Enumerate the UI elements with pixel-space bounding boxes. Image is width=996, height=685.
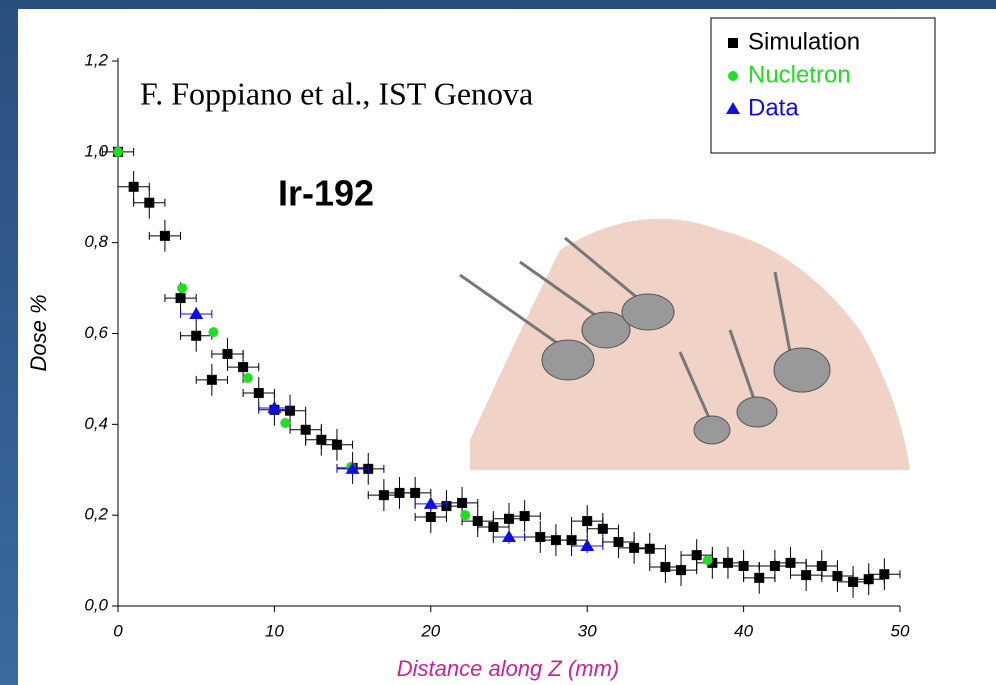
point bbox=[832, 571, 843, 582]
point bbox=[863, 574, 874, 585]
point bbox=[702, 555, 713, 566]
point bbox=[488, 521, 499, 532]
point bbox=[879, 569, 890, 580]
point bbox=[208, 327, 219, 338]
point bbox=[144, 197, 155, 208]
y-tick-label: 0,4 bbox=[84, 414, 108, 433]
y-tick-label: 0,6 bbox=[84, 323, 108, 342]
x-tick-label: 50 bbox=[891, 621, 910, 640]
legend-marker bbox=[728, 71, 738, 81]
point bbox=[267, 400, 282, 413]
point bbox=[580, 539, 595, 552]
point bbox=[457, 497, 468, 508]
y-tick-label: 1,2 bbox=[84, 50, 108, 69]
point bbox=[738, 561, 749, 572]
point bbox=[566, 535, 577, 546]
point bbox=[816, 561, 827, 572]
needles bbox=[459, 236, 792, 421]
point bbox=[597, 523, 608, 534]
applicators bbox=[541, 293, 831, 445]
point bbox=[754, 572, 765, 583]
point bbox=[189, 306, 204, 319]
x-axis-label: Distance along Z (mm) bbox=[397, 656, 620, 681]
point bbox=[519, 511, 530, 522]
y-tick-label: 1,0 bbox=[84, 141, 108, 160]
point bbox=[206, 374, 217, 385]
point bbox=[644, 543, 655, 554]
point bbox=[460, 510, 471, 521]
point bbox=[300, 424, 311, 435]
y-tick-label: 0,2 bbox=[84, 505, 108, 524]
point bbox=[316, 434, 327, 445]
point bbox=[175, 293, 186, 304]
x-tick-label: 10 bbox=[265, 621, 284, 640]
point bbox=[191, 330, 202, 341]
y-tick-label: 0,0 bbox=[84, 595, 108, 614]
legend-marker bbox=[728, 38, 738, 48]
point bbox=[177, 283, 188, 294]
point bbox=[582, 516, 593, 527]
point bbox=[785, 557, 796, 568]
point bbox=[242, 373, 253, 384]
point bbox=[253, 387, 264, 398]
point bbox=[410, 487, 421, 498]
legend-label: Data bbox=[748, 94, 799, 121]
x-tick-label: 20 bbox=[420, 621, 440, 640]
legend-label: Nucletron bbox=[748, 61, 851, 88]
x-tick-label: 0 bbox=[113, 621, 123, 640]
y-axis-label: Dose % bbox=[26, 294, 51, 371]
x-tick-label: 40 bbox=[734, 621, 753, 640]
point bbox=[280, 417, 291, 428]
point bbox=[238, 362, 249, 373]
point bbox=[613, 536, 624, 547]
point bbox=[423, 496, 438, 509]
point bbox=[801, 570, 812, 581]
point bbox=[676, 565, 687, 576]
point bbox=[128, 181, 139, 192]
point bbox=[502, 529, 516, 542]
point bbox=[425, 511, 436, 522]
legend-marker bbox=[726, 102, 740, 114]
y-tick-label: 0,8 bbox=[84, 232, 108, 251]
point bbox=[113, 146, 123, 157]
illustration bbox=[459, 218, 910, 470]
point bbox=[691, 550, 702, 561]
point bbox=[331, 439, 342, 450]
legend-label: Simulation bbox=[748, 28, 860, 55]
legend bbox=[710, 17, 936, 154]
neck bbox=[470, 218, 910, 470]
point bbox=[345, 461, 360, 474]
point bbox=[472, 516, 483, 527]
annotation: Ir-192 bbox=[278, 173, 374, 214]
annotation: F. Foppiano et al., IST Genova bbox=[140, 75, 533, 111]
point bbox=[159, 230, 170, 241]
x-tick-label: 30 bbox=[578, 621, 597, 640]
point bbox=[222, 348, 233, 359]
